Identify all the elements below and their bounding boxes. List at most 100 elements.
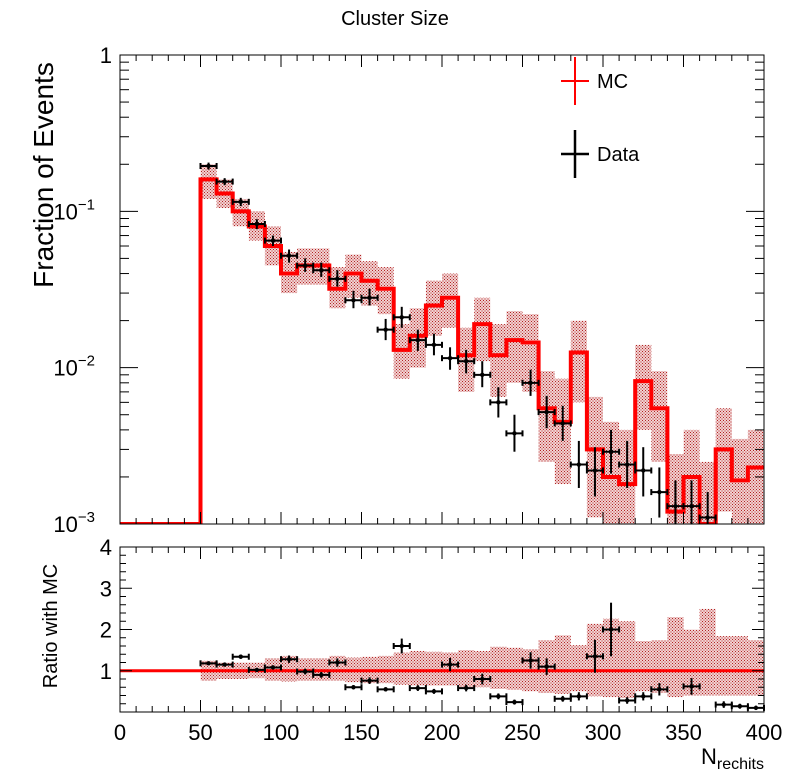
y-tick-label: 1	[100, 43, 112, 68]
data-point-marker	[431, 342, 437, 348]
data-point-marker	[270, 238, 276, 243]
data-point-marker	[254, 221, 260, 227]
data-point-marker	[641, 468, 646, 473]
data-point-marker	[624, 462, 630, 467]
data-point-marker	[286, 253, 292, 258]
ratio-band-bin	[731, 636, 748, 696]
data-point-marker	[544, 409, 549, 415]
ratio-band-bin	[281, 655, 298, 682]
mc-band-bin	[425, 280, 442, 336]
ratio-band-bin	[409, 650, 426, 686]
x-tick-label: 300	[585, 720, 622, 745]
mc-band-bin	[361, 261, 378, 306]
x-tick-label: 0	[114, 720, 126, 745]
data-point-marker	[528, 380, 533, 386]
ratio-y-tick-label: 2	[100, 618, 112, 643]
x-tick-label: 400	[746, 720, 783, 745]
data-point-marker	[512, 431, 517, 436]
y-tick-label: 10−3	[53, 509, 95, 537]
y-tick-label: 10−1	[53, 196, 95, 224]
data-point-marker	[576, 462, 582, 467]
ratio-band-bin	[425, 651, 442, 686]
legend-label: MC	[597, 71, 628, 93]
ratio-band-bin	[458, 650, 475, 688]
ratio-point-marker	[367, 678, 372, 683]
mc-uncertainty-band	[200, 164, 764, 524]
data-point-marker	[673, 503, 678, 509]
data-point-marker	[608, 449, 614, 454]
x-tick-label: 150	[343, 720, 380, 745]
data-point-marker	[206, 163, 211, 169]
ratio-point-marker	[592, 654, 598, 659]
ratio-band-bin	[699, 608, 716, 696]
ratio-point-marker	[302, 669, 308, 674]
ratio-point-marker	[431, 689, 437, 694]
ratio-band-bin	[603, 618, 620, 698]
data-points	[199, 162, 717, 524]
data-point-marker	[415, 337, 421, 343]
ratio-point-marker	[383, 687, 388, 692]
ratio-point-marker	[351, 685, 356, 690]
ratio-point-marker	[657, 687, 662, 692]
ratio-y-tick-label: 1	[100, 659, 112, 684]
legend-label: Data	[597, 144, 640, 166]
ratio-point-marker	[689, 684, 694, 689]
ratio-point-marker	[399, 643, 404, 649]
x-tick-label: 350	[665, 720, 702, 745]
mc-band-bin	[474, 297, 491, 362]
ratio-band-bin	[554, 635, 571, 694]
x-tick-label: 250	[504, 720, 541, 745]
mc-band-bin	[442, 273, 459, 328]
ratio-band-bin	[570, 645, 587, 692]
ratio-point-marker	[608, 627, 614, 632]
ratio-point-marker	[319, 672, 324, 678]
x-tick-label: 100	[263, 720, 300, 745]
y-tick-label: 10−2	[53, 353, 95, 381]
ratio-y-tick-label: 3	[100, 576, 112, 601]
x-tick-label: 50	[188, 720, 212, 745]
data-point-marker	[463, 358, 469, 364]
data-point-marker	[238, 199, 243, 205]
ratio-point-marker	[512, 699, 517, 705]
ratio-band-bin	[651, 640, 668, 694]
data-point-marker	[367, 295, 372, 300]
mc-band-bin	[490, 324, 507, 397]
data-point-marker	[222, 179, 227, 184]
ratio-point-marker	[286, 657, 292, 662]
ratio-point-marker	[222, 662, 227, 667]
x-axis-label: Nrechits	[701, 744, 764, 772]
data-point-marker	[689, 503, 694, 509]
ratio-points	[199, 602, 765, 711]
ratio-point-marker	[544, 664, 549, 669]
mc-band-bin	[522, 314, 539, 392]
ratio-band-bin	[393, 652, 410, 685]
ratio-point-marker	[753, 705, 759, 711]
mc-band-bin	[200, 164, 217, 199]
ratio-band-bin	[490, 646, 507, 689]
mc-band-bin	[651, 371, 668, 462]
ratio-point-marker	[463, 685, 469, 691]
ratio-point-marker	[721, 702, 726, 707]
data-point-marker	[560, 421, 565, 426]
mc-band-bin	[345, 254, 362, 298]
ratio-point-marker	[206, 661, 211, 666]
mc-band-bin	[506, 311, 523, 383]
ratio-point-marker	[641, 694, 646, 699]
ratio-point-marker	[335, 660, 340, 665]
ratio-point-marker	[496, 694, 501, 699]
ratio-uncertainty-band	[200, 608, 764, 698]
x-tick-label: 200	[424, 720, 461, 745]
mc-step-line	[120, 177, 764, 524]
data-point-marker	[399, 315, 404, 320]
axes: 0 50 100 150 200 250 300 350 400 1 10−1 10−2 10−3 1 2 3…	[53, 43, 782, 745]
ratio-point-marker	[737, 704, 743, 709]
ratio-point-marker	[238, 654, 243, 659]
data-point-marker	[351, 298, 356, 303]
ratio-band-bin	[715, 636, 732, 696]
ratio-point-marker	[528, 658, 533, 663]
y-axis-label-bottom: Ratio with MC	[40, 564, 62, 688]
ratio-band-bin	[635, 641, 652, 692]
data-point-marker	[447, 355, 453, 361]
data-point-marker	[302, 263, 308, 268]
